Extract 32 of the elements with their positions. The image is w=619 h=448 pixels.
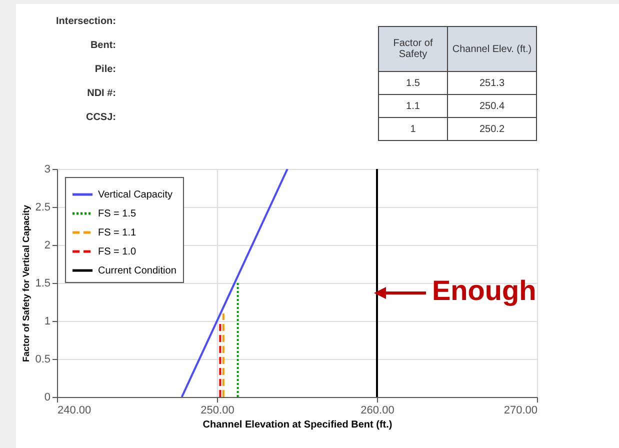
x-axis-title: Channel Elevation at Specified Bent (ft.): [202, 420, 392, 430]
y-tick-label: 3: [44, 164, 50, 176]
text: Factor of Safety: [378, 26, 448, 72]
y-tick-label: 0: [44, 392, 50, 404]
text: 250.2: [448, 118, 536, 140]
x-tick-label: 270.00: [504, 404, 538, 416]
y-tick-label: 2.5: [35, 202, 50, 214]
text: CCSJ:: [84, 111, 116, 125]
text: Bent:: [89, 39, 116, 53]
legend-label: FS = 1.0: [98, 246, 137, 258]
text: NDI #:: [86, 87, 116, 101]
legend-label: Vertical Capacity: [98, 190, 172, 200]
text: Pile:: [94, 63, 116, 77]
legend-label: FS = 1.5: [98, 208, 137, 220]
y-tick-label: 2: [44, 240, 50, 252]
annotation: Enough: [432, 275, 536, 308]
x-tick-label: 250.00: [200, 404, 234, 416]
text: 1: [378, 118, 448, 140]
x-tick-label: 260.00: [360, 404, 394, 416]
y-axis-title: Factor of Safety for Vertical Capacity: [21, 204, 32, 362]
y-tick-label: 0.5: [35, 354, 50, 366]
legend-label: Current Condition: [98, 266, 176, 276]
text: Channel Elev. (ft.): [448, 26, 536, 72]
legend-label: FS = 1.1: [98, 228, 137, 238]
text: Intersection:: [54, 15, 116, 29]
y-tick-label: 1.5: [35, 278, 50, 290]
x-tick-label: 240.00: [58, 404, 92, 416]
text: 1.1: [378, 94, 448, 118]
text: 250.4: [448, 94, 536, 118]
text: 1.5: [378, 72, 448, 94]
text: 251.3: [448, 72, 536, 94]
y-tick-label: 1: [44, 316, 50, 328]
